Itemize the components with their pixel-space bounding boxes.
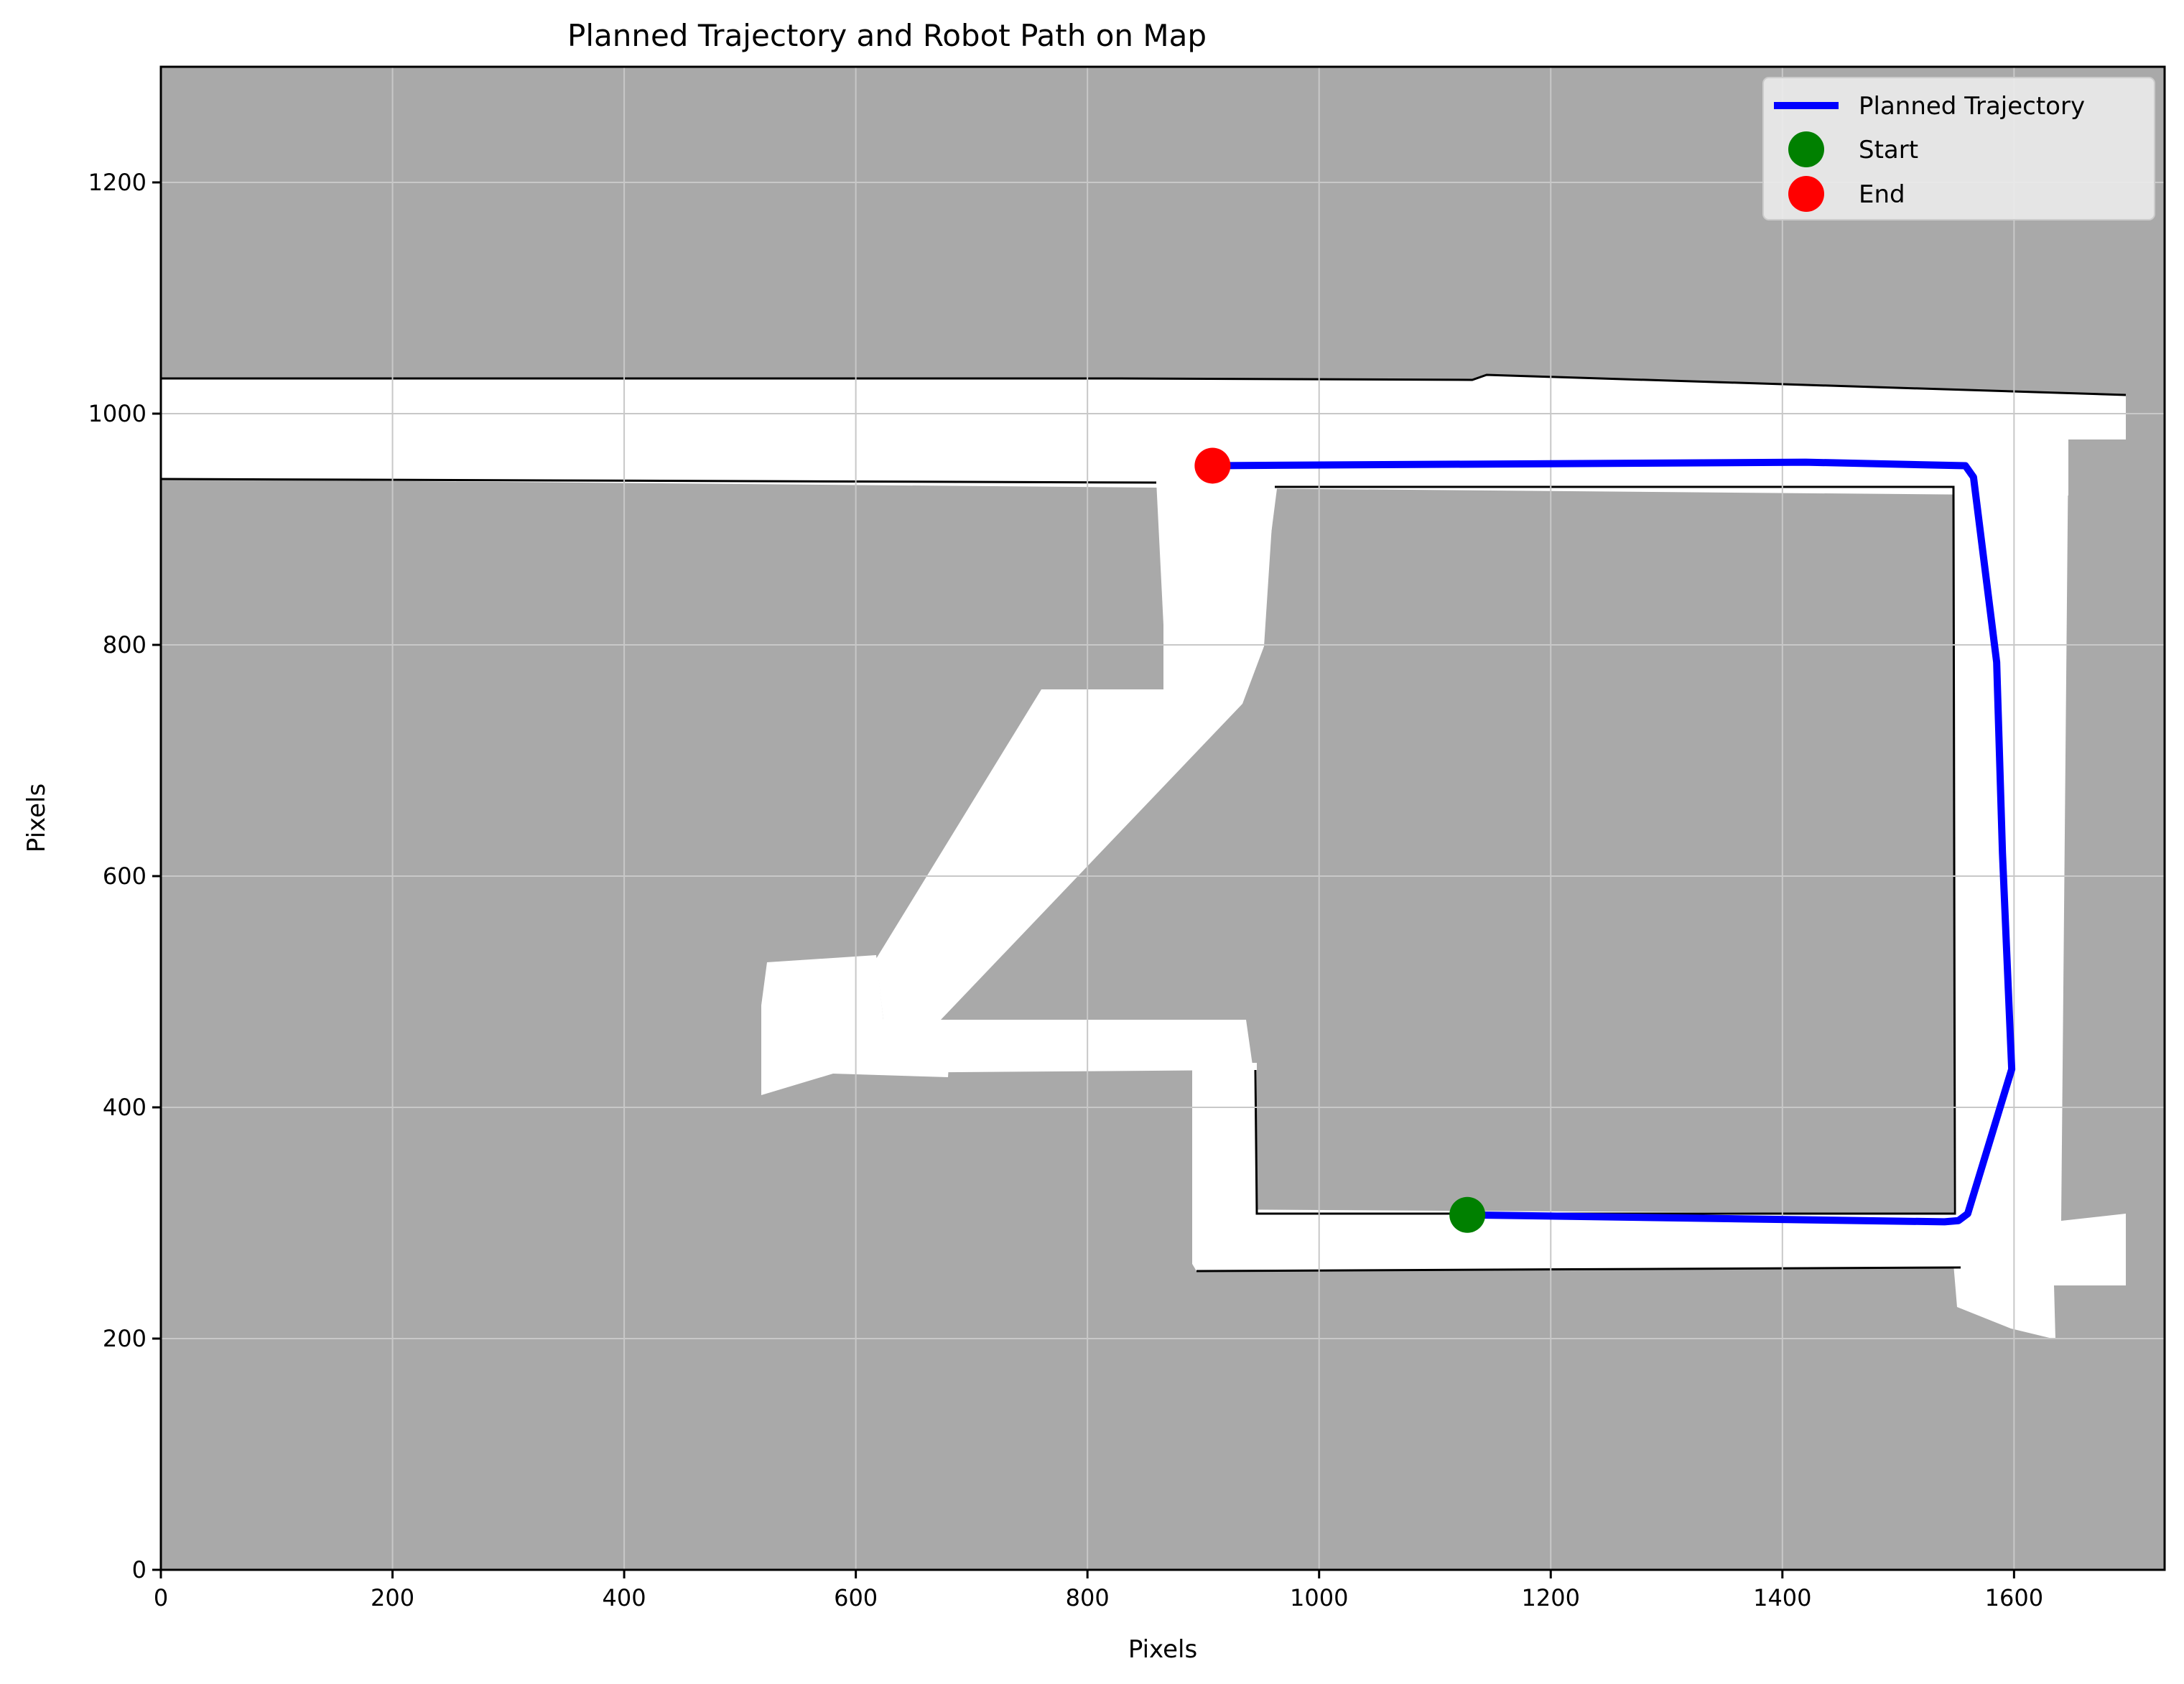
end-marker <box>1194 447 1231 484</box>
y-axis: 0 200 400 600 800 1000 1200 <box>88 169 161 1583</box>
y-tick-label: 600 <box>103 862 147 890</box>
chart-title: Planned Trajectory and Robot Path on Map <box>567 18 1207 53</box>
x-tick-label: 200 <box>371 1584 414 1611</box>
legend: Planned Trajectory Start End <box>1762 77 2155 220</box>
y-tick-label: 400 <box>103 1094 147 1121</box>
wall-corridor-bottom <box>160 478 1157 484</box>
x-tick-label: 800 <box>1066 1584 1110 1611</box>
map-corridor-middle <box>1192 1063 1257 1214</box>
x-tick-label: 1000 <box>1290 1584 1348 1611</box>
wall-lower <box>1196 1266 1961 1273</box>
y-tick-label: 200 <box>103 1325 147 1352</box>
y-tick-label: 0 <box>132 1556 147 1583</box>
y-tick-label: 1000 <box>88 400 147 427</box>
x-axis-label: Pixels <box>1128 1635 1197 1664</box>
x-tick-label: 400 <box>603 1584 646 1611</box>
wall-top <box>161 373 2127 396</box>
map-corridor-bottom <box>1192 1209 1961 1271</box>
x-tick-label: 600 <box>834 1584 878 1611</box>
y-tick-label: 800 <box>103 631 147 659</box>
y-tick-label: 1200 <box>88 169 147 196</box>
legend-label-trajectory: Planned Trajectory <box>1859 92 2085 121</box>
legend-start-icon <box>1788 131 1824 167</box>
x-axis: 0 200 400 600 800 1000 1200 1400 1600 <box>154 1570 2043 1611</box>
start-marker <box>1449 1196 1486 1233</box>
x-tick-label: 1600 <box>1985 1584 2043 1611</box>
wall-loop-inner <box>1254 485 1956 1215</box>
plot-background <box>161 67 2165 1570</box>
legend-box <box>1762 77 2155 220</box>
map-corridor-top <box>161 375 2126 496</box>
y-axis-label: Pixels <box>22 783 51 852</box>
x-tick-label: 1200 <box>1522 1584 1580 1611</box>
x-tick-label: 0 <box>154 1584 168 1611</box>
planned-trajectory-line <box>1209 458 2016 1226</box>
x-tick-label: 1400 <box>1753 1584 1811 1611</box>
map-walls <box>160 373 2127 1273</box>
legend-label-start: Start <box>1859 136 1918 164</box>
legend-end-icon <box>1788 176 1824 212</box>
map-junction <box>1156 478 1278 675</box>
plot-frame <box>159 65 2166 1571</box>
legend-label-end: End <box>1859 180 1905 209</box>
